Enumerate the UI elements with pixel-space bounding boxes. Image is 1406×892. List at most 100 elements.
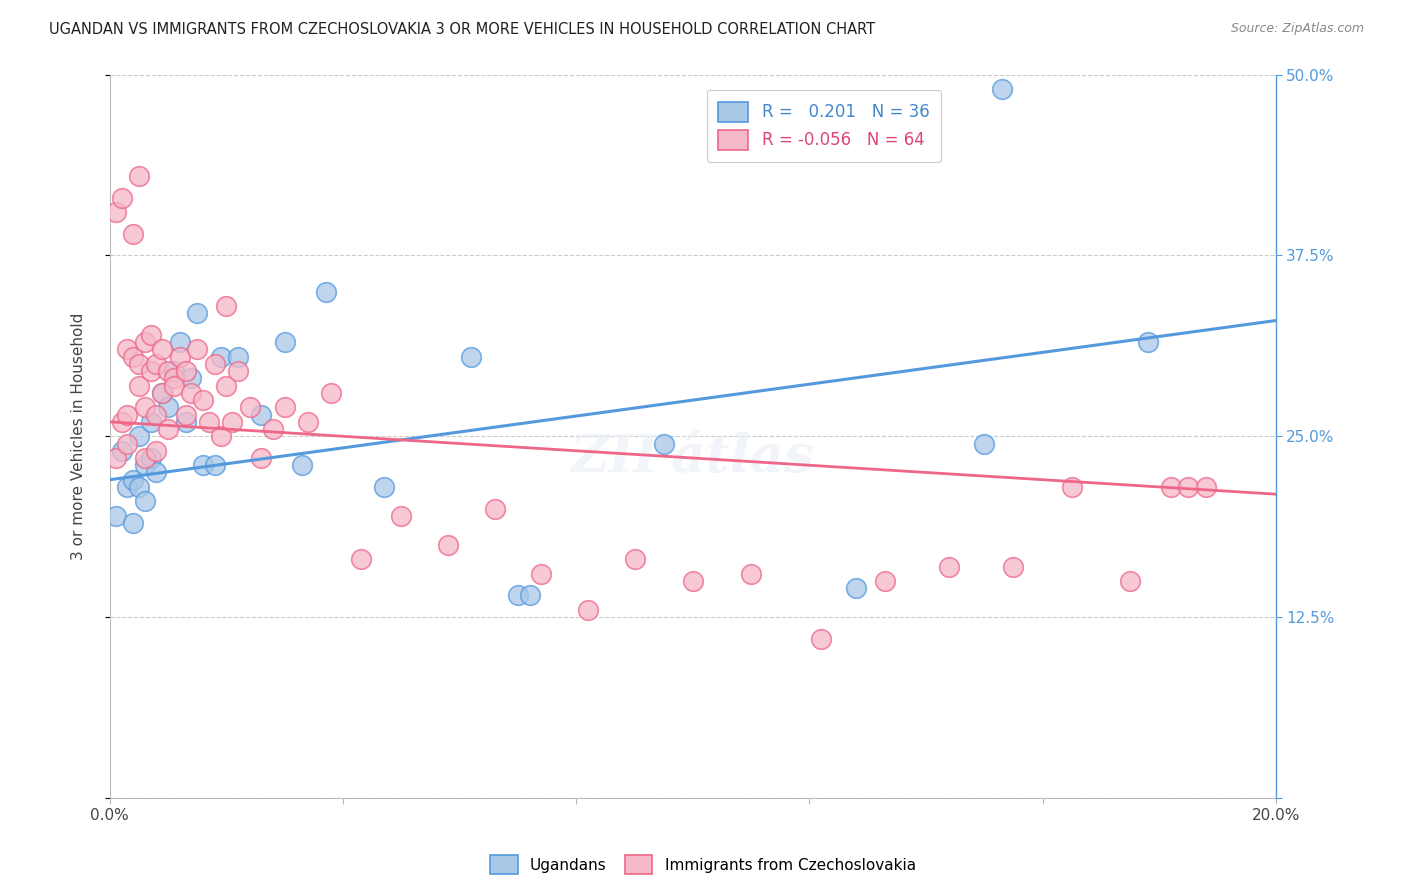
Point	[209, 350, 232, 364]
Point	[204, 357, 226, 371]
Point	[128, 169, 150, 183]
Point	[1136, 335, 1159, 350]
Point	[484, 501, 506, 516]
Point	[321, 385, 343, 400]
Point	[250, 450, 273, 465]
Point	[215, 378, 238, 392]
Point	[373, 480, 395, 494]
Point	[186, 343, 208, 357]
Point	[315, 285, 337, 299]
Point	[186, 306, 208, 320]
Point	[226, 350, 249, 364]
Point	[104, 508, 127, 523]
Point	[122, 350, 145, 364]
Point	[291, 458, 314, 473]
Point	[145, 357, 167, 371]
Point	[973, 436, 995, 450]
Point	[250, 408, 273, 422]
Point	[437, 538, 460, 552]
Point	[139, 328, 162, 343]
Legend: R =   0.201   N = 36, R = -0.056   N = 64: R = 0.201 N = 36, R = -0.056 N = 64	[707, 90, 941, 161]
Text: UGANDAN VS IMMIGRANTS FROM CZECHOSLOVAKIA 3 OR MORE VEHICLES IN HOUSEHOLD CORREL: UGANDAN VS IMMIGRANTS FROM CZECHOSLOVAKI…	[49, 22, 876, 37]
Point	[623, 552, 645, 566]
Point	[1002, 559, 1025, 574]
Point	[128, 429, 150, 443]
Point	[128, 378, 150, 392]
Point	[128, 357, 150, 371]
Point	[169, 350, 191, 364]
Point	[145, 408, 167, 422]
Point	[117, 480, 139, 494]
Point	[204, 458, 226, 473]
Point	[134, 450, 156, 465]
Point	[157, 422, 180, 436]
Point	[163, 378, 186, 392]
Point	[845, 581, 868, 595]
Point	[239, 401, 262, 415]
Point	[810, 632, 832, 646]
Point	[174, 408, 197, 422]
Point	[117, 343, 139, 357]
Point	[740, 566, 762, 581]
Point	[180, 371, 202, 385]
Point	[460, 350, 482, 364]
Point	[139, 364, 162, 378]
Point	[1060, 480, 1083, 494]
Point	[163, 364, 186, 378]
Point	[122, 227, 145, 241]
Y-axis label: 3 or more Vehicles in Household: 3 or more Vehicles in Household	[72, 312, 86, 560]
Point	[349, 552, 371, 566]
Point	[157, 401, 180, 415]
Point	[1177, 480, 1199, 494]
Point	[221, 415, 243, 429]
Text: ZIPátlas: ZIPátlas	[571, 433, 814, 483]
Point	[134, 401, 156, 415]
Point	[134, 335, 156, 350]
Point	[104, 450, 127, 465]
Point	[519, 589, 541, 603]
Point	[226, 364, 249, 378]
Point	[122, 473, 145, 487]
Point	[128, 480, 150, 494]
Point	[110, 415, 132, 429]
Point	[169, 335, 191, 350]
Point	[191, 458, 214, 473]
Point	[389, 508, 412, 523]
Point	[991, 82, 1014, 96]
Point	[150, 385, 173, 400]
Point	[1160, 480, 1182, 494]
Point	[139, 450, 162, 465]
Point	[117, 436, 139, 450]
Point	[297, 415, 319, 429]
Point	[652, 436, 675, 450]
Point	[191, 393, 214, 408]
Point	[163, 371, 186, 385]
Point	[1195, 480, 1218, 494]
Point	[1119, 574, 1142, 588]
Point	[134, 458, 156, 473]
Point	[157, 364, 180, 378]
Point	[506, 589, 529, 603]
Point	[134, 494, 156, 508]
Point	[117, 408, 139, 422]
Point	[145, 466, 167, 480]
Point	[209, 429, 232, 443]
Point	[104, 205, 127, 219]
Point	[274, 335, 297, 350]
Legend: Ugandans, Immigrants from Czechoslovakia: Ugandans, Immigrants from Czechoslovakia	[484, 849, 922, 880]
Point	[139, 415, 162, 429]
Text: Source: ZipAtlas.com: Source: ZipAtlas.com	[1230, 22, 1364, 36]
Point	[938, 559, 960, 574]
Point	[150, 343, 173, 357]
Point	[122, 516, 145, 530]
Point	[576, 603, 599, 617]
Point	[174, 415, 197, 429]
Point	[110, 190, 132, 204]
Point	[274, 401, 297, 415]
Point	[174, 364, 197, 378]
Point	[875, 574, 897, 588]
Point	[198, 415, 221, 429]
Point	[110, 443, 132, 458]
Point	[215, 299, 238, 313]
Point	[150, 385, 173, 400]
